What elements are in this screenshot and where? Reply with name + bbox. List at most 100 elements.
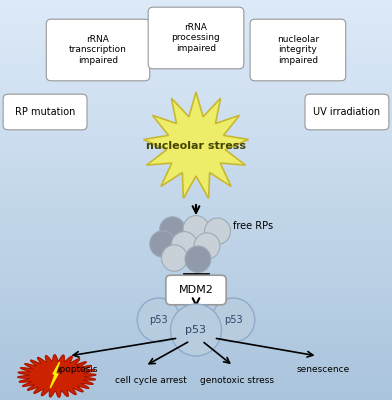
Text: rRNA
transcription
impaired: rRNA transcription impaired <box>69 35 127 65</box>
Text: p53: p53 <box>224 315 243 325</box>
Bar <box>0 62 392 64</box>
Bar <box>0 348 392 350</box>
Bar <box>0 160 392 162</box>
Bar <box>0 126 392 128</box>
Bar <box>0 158 392 160</box>
Bar <box>0 308 392 310</box>
Bar <box>0 282 392 284</box>
Bar <box>0 162 392 164</box>
Bar <box>0 322 392 324</box>
Bar <box>0 292 392 294</box>
Text: nucleolar stress: nucleolar stress <box>146 141 246 151</box>
Bar <box>0 274 392 276</box>
Bar <box>0 100 392 102</box>
Bar <box>0 56 392 58</box>
Bar <box>0 270 392 272</box>
Bar <box>0 192 392 194</box>
Bar <box>0 32 392 34</box>
Circle shape <box>194 233 220 259</box>
Bar <box>0 374 392 376</box>
Bar <box>0 334 392 336</box>
Bar <box>0 364 392 366</box>
Bar <box>0 10 392 12</box>
Text: rRNA
processing
impaired: rRNA processing impaired <box>172 23 220 53</box>
Bar <box>0 106 392 108</box>
Bar <box>0 336 392 338</box>
Bar <box>0 218 392 220</box>
Bar <box>0 390 392 392</box>
Bar <box>0 112 392 114</box>
Bar <box>0 206 392 208</box>
Bar <box>0 178 392 180</box>
Bar <box>0 188 392 190</box>
Polygon shape <box>143 92 249 198</box>
Bar <box>0 326 392 328</box>
Bar <box>0 34 392 36</box>
Bar <box>0 394 392 396</box>
Bar <box>0 4 392 6</box>
Bar <box>0 180 392 182</box>
Bar <box>0 38 392 40</box>
Bar <box>0 74 392 76</box>
Circle shape <box>162 245 187 271</box>
Circle shape <box>150 231 176 257</box>
Bar <box>0 252 392 254</box>
Bar <box>0 176 392 178</box>
Bar <box>0 262 392 264</box>
Bar <box>0 360 392 362</box>
Bar <box>0 20 392 22</box>
Bar <box>0 220 392 222</box>
Bar <box>0 246 392 248</box>
Bar <box>0 226 392 228</box>
Polygon shape <box>18 355 96 397</box>
Bar <box>0 196 392 198</box>
Bar <box>0 8 392 10</box>
Bar <box>0 358 392 360</box>
Bar <box>0 210 392 212</box>
Bar <box>0 338 392 340</box>
FancyBboxPatch shape <box>148 7 244 69</box>
Bar <box>0 294 392 296</box>
Circle shape <box>171 304 221 356</box>
Bar <box>0 52 392 54</box>
Bar <box>0 268 392 270</box>
Bar <box>0 376 392 378</box>
Bar <box>0 392 392 394</box>
Bar <box>0 58 392 60</box>
Bar <box>0 288 392 290</box>
Bar <box>0 290 392 292</box>
Bar <box>0 234 392 236</box>
Text: RP mutation: RP mutation <box>15 107 75 117</box>
Bar <box>0 346 392 348</box>
Bar <box>0 122 392 124</box>
Circle shape <box>183 216 209 242</box>
Bar <box>0 354 392 356</box>
Bar <box>0 84 392 86</box>
Bar <box>0 80 392 82</box>
Bar <box>0 320 392 322</box>
Bar <box>0 280 392 282</box>
Bar <box>0 6 392 8</box>
Bar <box>0 140 392 142</box>
Bar <box>0 306 392 308</box>
Bar <box>0 70 392 72</box>
Bar <box>0 350 392 352</box>
Bar <box>0 250 392 252</box>
Bar <box>0 24 392 26</box>
Circle shape <box>205 218 230 244</box>
Bar <box>0 216 392 218</box>
Bar <box>0 130 392 132</box>
Bar <box>0 14 392 16</box>
Bar <box>0 388 392 390</box>
Bar <box>0 48 392 50</box>
Bar <box>0 138 392 140</box>
Bar <box>0 2 392 4</box>
Bar <box>0 108 392 110</box>
Bar <box>0 132 392 134</box>
Bar <box>0 186 392 188</box>
Circle shape <box>137 298 180 342</box>
Bar <box>0 344 392 346</box>
Bar <box>0 128 392 130</box>
FancyBboxPatch shape <box>250 19 346 81</box>
Bar <box>0 314 392 316</box>
